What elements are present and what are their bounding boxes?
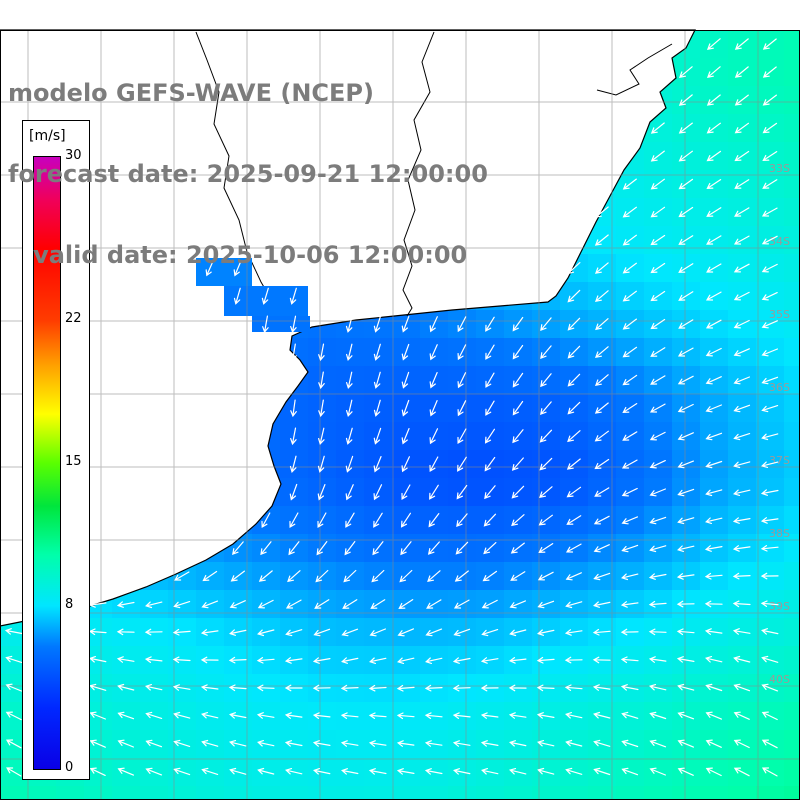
- lat-label: 34S: [769, 235, 790, 248]
- colorbar-tick-15: 15: [65, 454, 82, 469]
- valid-date: valid date: 2025-10-06 12:00:00: [8, 241, 468, 269]
- border-contour: [402, 31, 435, 317]
- colorbar-unit-label: [m/s]: [29, 128, 66, 144]
- border-contour: [596, 43, 673, 96]
- lat-label: 37S: [769, 454, 790, 467]
- lat-label: 35S: [769, 308, 790, 321]
- map-title-block: modelo GEFS-WAVE (NCEP) forecast date: 2…: [8, 26, 488, 296]
- colorbar-tick-30: 30: [65, 148, 82, 163]
- model-title: modelo GEFS-WAVE (NCEP): [8, 79, 374, 107]
- lat-label: 38S: [769, 527, 790, 540]
- lat-label: 33S: [769, 162, 790, 175]
- wave-direction-arrows: [4, 38, 779, 777]
- colorbar-gradient: [33, 156, 61, 770]
- graticule-grid: [0, 30, 800, 800]
- lat-label: 40S: [769, 673, 790, 686]
- colorbar-tick-8: 8: [65, 596, 74, 612]
- lat-label: 36S: [769, 381, 790, 394]
- colorbar-panel: [m/s] 30 22 15 8 0: [22, 120, 90, 780]
- forecast-date: forecast date: 2025-09-21 12:00:00: [8, 160, 488, 188]
- colorbar-tick-0: 0: [65, 760, 74, 775]
- lat-label: 39S: [769, 600, 790, 613]
- colorbar-tick-22: 22: [65, 311, 82, 327]
